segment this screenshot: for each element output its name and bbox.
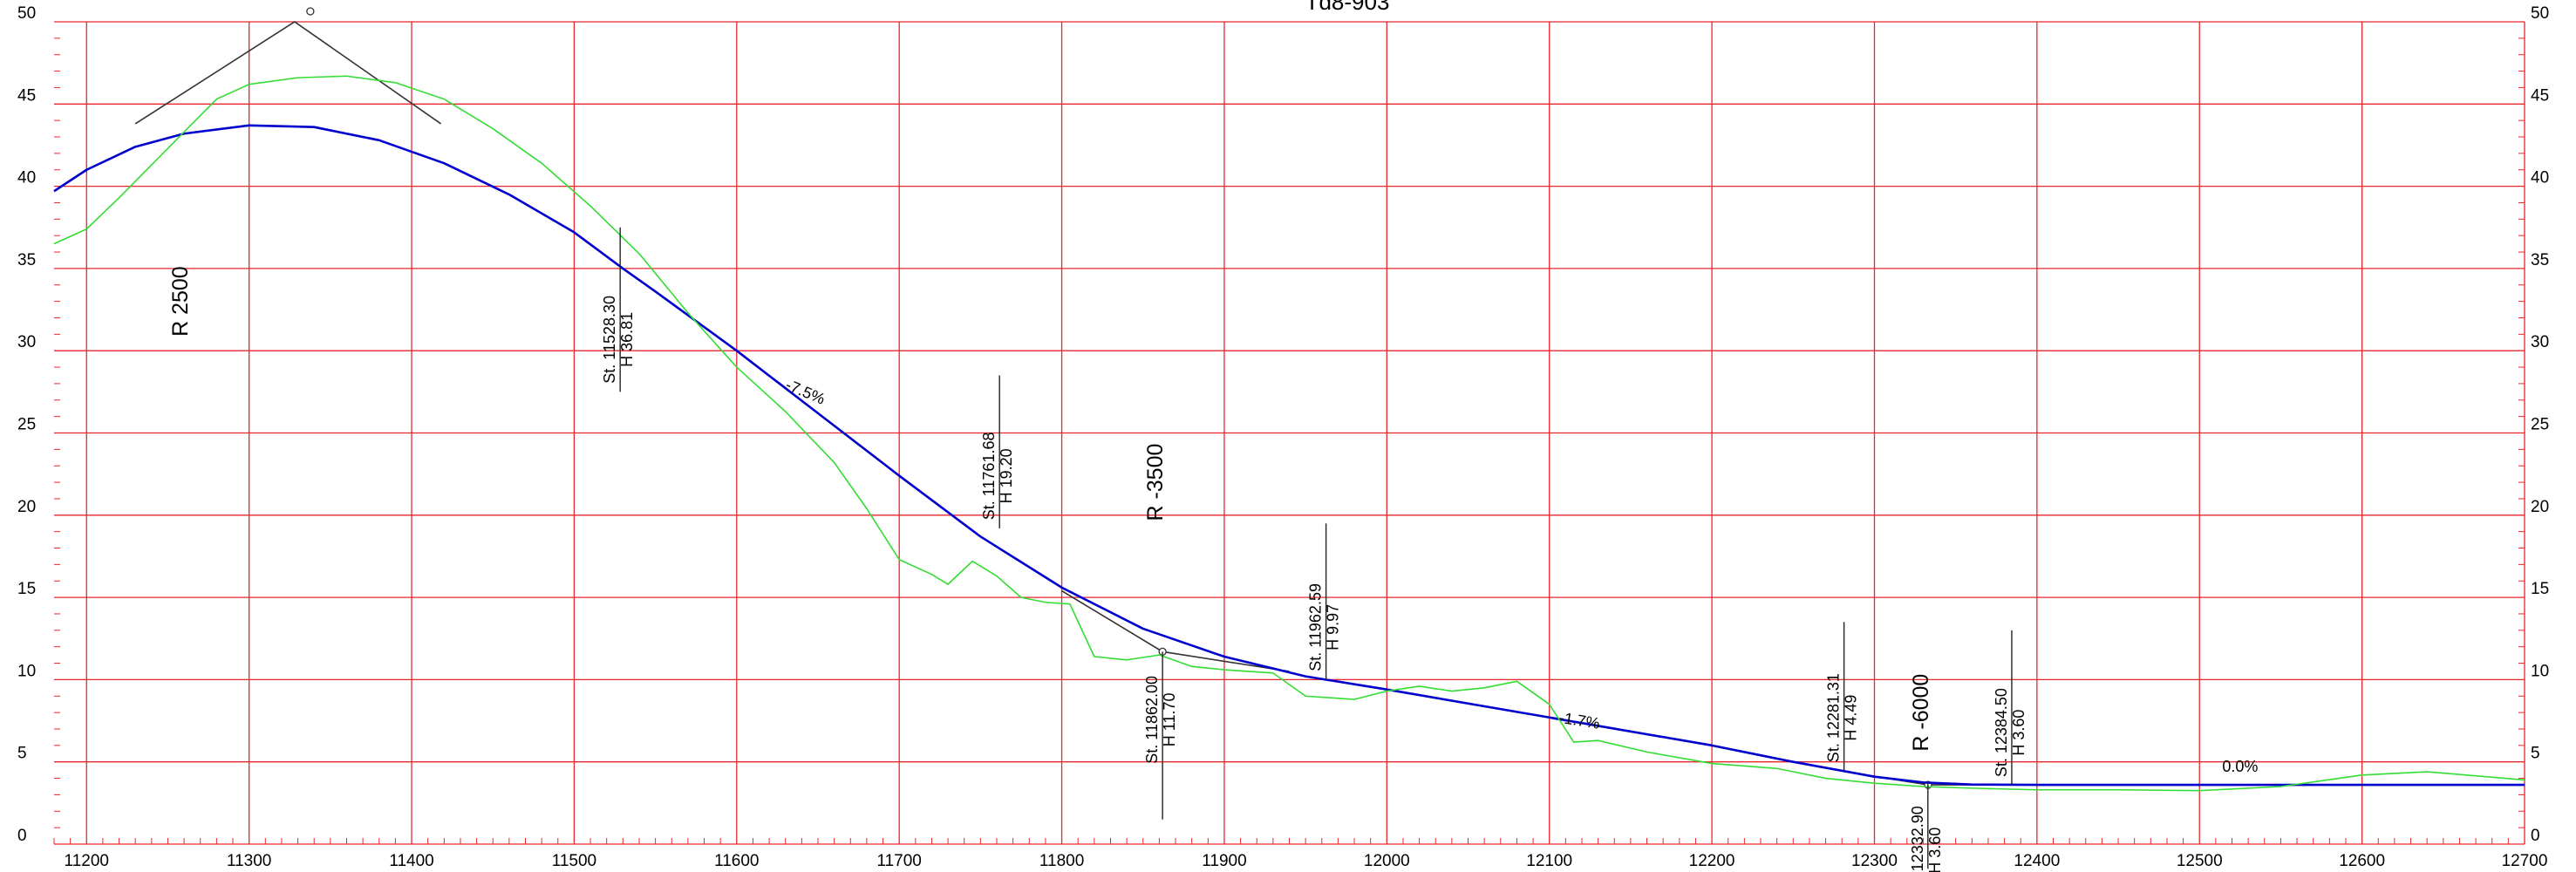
- station-label: St. 12384.50: [1993, 688, 2010, 777]
- tangent-layer: [134, 7, 1992, 789]
- y-tick-label-left: 20: [17, 498, 36, 516]
- station-height-label: H 9.97: [1325, 604, 1342, 651]
- x-tick-label: 12400: [2014, 852, 2060, 870]
- y-tick-label-left: 45: [17, 86, 36, 105]
- x-tick-label: 11300: [227, 852, 271, 870]
- y-tick-label-left: 30: [17, 333, 36, 351]
- y-tick-label-right: 50: [2531, 4, 2549, 23]
- station-label: St. 12281.31: [1825, 673, 1843, 762]
- grade-label: -1.7%: [1557, 709, 1601, 732]
- y-tick-label-left: 5: [17, 745, 27, 763]
- station-label: St. 11528.30: [601, 296, 618, 384]
- y-tick-label-right: 30: [2531, 333, 2549, 351]
- station-label: St. 11761.68: [980, 433, 998, 521]
- chart-title: Td8-903: [1305, 0, 1390, 15]
- tick-layer: 11200 11300 11400 11500 11600 11700 11800 11900…: [17, 4, 2549, 870]
- y-tick-label-right: 0: [2531, 827, 2540, 845]
- series-layer: [53, 75, 2525, 792]
- x-tick-label: 12200: [1689, 852, 1735, 870]
- x-tick-label: 12100: [1526, 852, 1572, 870]
- ground-profile-line: [53, 75, 2525, 792]
- x-tick-label: 12300: [1851, 852, 1898, 870]
- vertex-marker: [306, 7, 315, 16]
- station-height-label: H 11.70: [1161, 692, 1178, 746]
- curve-radius-label: R 2500: [168, 266, 193, 337]
- y-tick-label-left: 10: [17, 662, 36, 680]
- y-tick-label-left: 15: [17, 580, 36, 598]
- x-tick-label: 11800: [1039, 852, 1084, 870]
- station-height-label: H 36.81: [618, 312, 636, 367]
- station-height-label: H 19.20: [998, 448, 1015, 503]
- tangent-line: [1061, 589, 1290, 672]
- x-tick-label: 11400: [389, 852, 433, 870]
- station-label: St. 11962.59: [1307, 583, 1325, 671]
- x-tick-label: 11700: [876, 852, 921, 870]
- station-height-label: H 3.60: [2010, 710, 2027, 756]
- y-tick-label-left: 40: [17, 169, 36, 187]
- y-tick-label-right: 20: [2531, 498, 2549, 516]
- x-tick-label: 11600: [714, 852, 759, 870]
- curve-radius-label: R -3500: [1143, 444, 1168, 521]
- tangent-line: [134, 21, 442, 125]
- x-tick-label: 12600: [2339, 852, 2385, 870]
- design-profile-line: [53, 124, 2525, 787]
- y-tick-label-right: 25: [2531, 416, 2549, 434]
- station-height-label: H 4.49: [1843, 695, 1860, 741]
- station-label: St. 11862.00: [1143, 676, 1161, 764]
- x-tick-label: 12700: [2502, 852, 2548, 870]
- y-tick-label-left: 35: [17, 251, 36, 269]
- y-tick-label-right: 45: [2531, 86, 2549, 105]
- x-tick-label: 12000: [1364, 852, 1410, 870]
- x-tick-label: 11500: [552, 852, 596, 870]
- y-tick-label-right: 5: [2531, 745, 2540, 763]
- curve-radius-label: R -6000: [1909, 674, 1933, 752]
- y-tick-label-right: 10: [2531, 662, 2549, 680]
- x-tick-label: 12500: [2177, 852, 2223, 870]
- grade-label: 0.0%: [2222, 758, 2258, 775]
- grid-layer: [53, 21, 2525, 845]
- y-tick-label-left: 0: [17, 827, 27, 845]
- x-tick-label: 11200: [65, 852, 109, 870]
- y-tick-label-right: 40: [2531, 169, 2549, 187]
- station-height-label: H 3.60: [1926, 828, 1944, 872]
- y-tick-label-right: 15: [2531, 580, 2549, 598]
- y-tick-label-left: 25: [17, 416, 36, 434]
- y-tick-label-left: 50: [17, 4, 36, 23]
- station-label: St. 12332.90: [1909, 806, 1926, 872]
- y-tick-label-right: 35: [2531, 251, 2549, 269]
- x-tick-label: 11900: [1202, 852, 1246, 870]
